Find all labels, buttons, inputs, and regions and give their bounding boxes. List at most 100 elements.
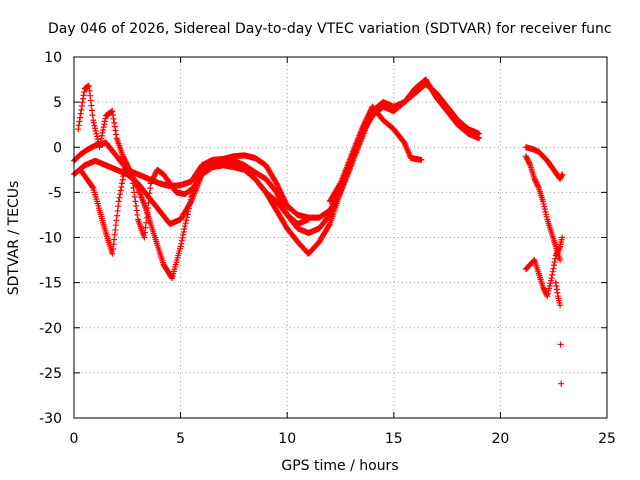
data-point bbox=[112, 127, 119, 134]
y-tick-label: -15 bbox=[39, 276, 62, 292]
data-point bbox=[78, 102, 85, 109]
chart-title: Day 046 of 2026, Sidereal Day-to-day VTE… bbox=[48, 21, 612, 37]
data-point bbox=[418, 156, 425, 163]
data-point bbox=[75, 122, 82, 129]
data-point bbox=[152, 170, 159, 177]
data-point bbox=[276, 196, 283, 203]
data-point bbox=[549, 268, 556, 275]
data-point bbox=[133, 202, 140, 209]
data-point bbox=[77, 110, 84, 117]
data-point bbox=[543, 291, 550, 298]
data-point bbox=[110, 115, 117, 122]
data-point bbox=[111, 119, 118, 126]
data-point bbox=[94, 133, 101, 140]
data-point bbox=[117, 187, 124, 194]
y-tick-label: -10 bbox=[39, 231, 62, 247]
x-tick-label: 0 bbox=[70, 431, 79, 447]
data-point bbox=[526, 161, 533, 168]
y-tick-label: -30 bbox=[39, 411, 62, 427]
data-point bbox=[149, 176, 156, 183]
y-tick-label: 10 bbox=[44, 50, 62, 66]
data-point bbox=[362, 118, 369, 125]
data-point bbox=[181, 226, 188, 233]
data-point bbox=[363, 116, 370, 123]
data-point bbox=[360, 122, 367, 129]
data-point bbox=[361, 119, 368, 126]
data-point bbox=[92, 128, 99, 135]
data-point bbox=[530, 257, 537, 264]
data-point bbox=[557, 257, 564, 264]
data-point bbox=[131, 189, 138, 196]
data-point bbox=[559, 234, 566, 241]
data-point bbox=[129, 175, 136, 182]
data-point bbox=[118, 180, 125, 187]
data-point bbox=[365, 111, 372, 118]
x-tick-label: 5 bbox=[176, 431, 185, 447]
data-point bbox=[179, 234, 186, 241]
data-point bbox=[275, 193, 282, 200]
x-tick-label: 15 bbox=[385, 431, 403, 447]
data-point bbox=[548, 275, 555, 282]
data-point bbox=[149, 177, 156, 184]
data-point bbox=[117, 191, 124, 198]
data-point bbox=[132, 198, 139, 205]
x-tick-label: 25 bbox=[598, 431, 616, 447]
data-point bbox=[305, 216, 312, 223]
data-point bbox=[274, 192, 281, 199]
data-point bbox=[93, 130, 100, 137]
data-point bbox=[187, 196, 194, 203]
data-point bbox=[276, 186, 283, 193]
data-point bbox=[88, 102, 95, 109]
data-point bbox=[365, 112, 372, 119]
tick-labels: 0 5 10 15 20 25 -30 -25 -20 -15 -10 -5 0 5 10 bbox=[39, 50, 616, 447]
data-point bbox=[147, 180, 154, 187]
data-point bbox=[274, 190, 281, 197]
y-tick-label: 0 bbox=[53, 140, 62, 156]
data-point bbox=[180, 228, 187, 235]
grid bbox=[73, 56, 608, 419]
data-point bbox=[168, 274, 175, 281]
data-point bbox=[130, 184, 137, 191]
data-point bbox=[559, 171, 566, 178]
data-point bbox=[275, 184, 282, 191]
data-point bbox=[129, 180, 136, 187]
data-point bbox=[551, 262, 558, 269]
data-point bbox=[109, 112, 116, 119]
data-point bbox=[359, 124, 366, 131]
data-point bbox=[86, 87, 93, 94]
data-point bbox=[120, 173, 127, 180]
data-point bbox=[476, 130, 483, 137]
data-point bbox=[150, 174, 157, 181]
data-point bbox=[87, 92, 94, 99]
y-tick-label: -20 bbox=[39, 321, 62, 337]
data-point bbox=[186, 202, 193, 209]
series-track-e bbox=[326, 103, 425, 205]
data-point bbox=[91, 122, 98, 129]
data-point bbox=[111, 123, 118, 130]
data-point bbox=[92, 125, 99, 132]
data-point bbox=[90, 119, 97, 126]
data-point bbox=[185, 205, 192, 212]
data-point bbox=[119, 176, 126, 183]
series-track-d bbox=[77, 162, 312, 257]
data-point bbox=[364, 114, 371, 121]
data-point bbox=[178, 237, 185, 244]
data-point bbox=[187, 199, 194, 206]
data-point bbox=[180, 231, 187, 238]
data-point bbox=[150, 173, 157, 180]
data-point bbox=[549, 271, 556, 278]
data-points bbox=[71, 76, 566, 387]
data-point bbox=[367, 107, 374, 114]
data-point bbox=[557, 341, 564, 348]
data-point bbox=[109, 108, 116, 115]
data-point bbox=[88, 107, 95, 114]
data-point bbox=[182, 220, 189, 227]
data-point bbox=[181, 223, 188, 230]
data-point bbox=[75, 126, 82, 133]
data-point bbox=[177, 243, 184, 250]
series-track-i bbox=[552, 279, 565, 387]
data-point bbox=[276, 194, 283, 201]
data-point bbox=[133, 207, 140, 214]
series-track-h bbox=[522, 234, 566, 300]
